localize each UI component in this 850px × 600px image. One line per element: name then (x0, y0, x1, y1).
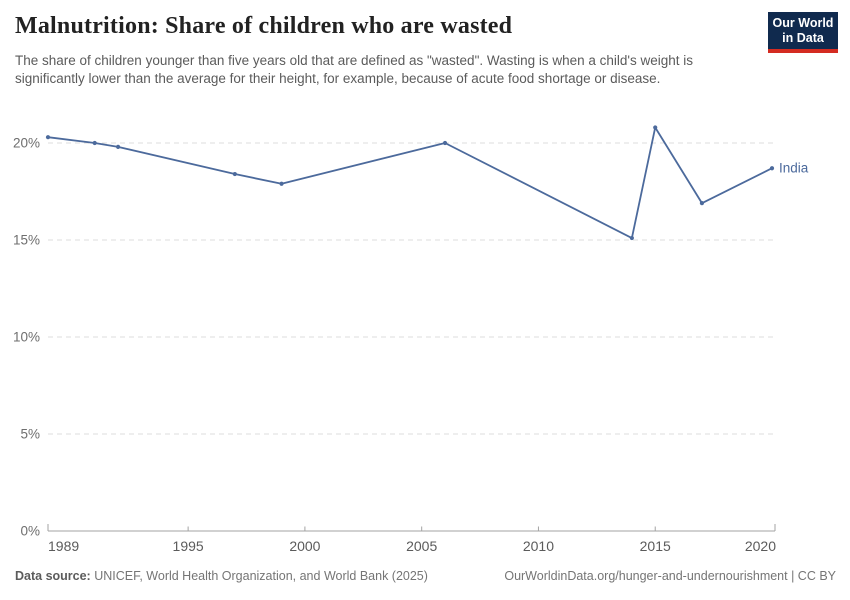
data-point[interactable] (115, 144, 121, 149)
chart-subtitle: The share of children younger than five … (15, 53, 694, 86)
x-tick-label: 2010 (523, 538, 554, 554)
data-point[interactable] (279, 181, 284, 186)
footer-link[interactable]: OurWorldinData.org/hunger-and-undernouri… (504, 569, 836, 583)
y-tick-label: 20% (13, 136, 40, 151)
data-point[interactable] (699, 201, 705, 206)
x-tick-label: 1995 (173, 538, 204, 554)
data-point[interactable] (442, 140, 448, 146)
x-tick-label: 1989 (48, 538, 79, 554)
owid-logo-line2: in Data (782, 30, 824, 45)
page-title: Malnutrition: Share of children who are … (15, 13, 513, 39)
x-tick-label: 2000 (289, 538, 320, 554)
data-point[interactable] (92, 140, 97, 146)
owid-logo-line1: Our World (772, 15, 834, 30)
x-tick-label: 2020 (745, 538, 776, 554)
owid-logo[interactable]: Our World in Data (768, 12, 838, 53)
data-source-label: Data source: (15, 569, 91, 583)
series-end-label[interactable]: India (779, 161, 809, 176)
trend-line[interactable] (47, 126, 773, 239)
data-point[interactable] (629, 235, 634, 241)
y-tick-label: 15% (13, 233, 40, 248)
data-point[interactable] (232, 171, 237, 177)
data-point[interactable] (769, 166, 775, 171)
data-point[interactable] (45, 135, 51, 140)
data-source-text: UNICEF, World Health Organization, and W… (90, 569, 428, 583)
y-tick-label: 10% (13, 330, 40, 345)
data-source-note: Data source: UNICEF, World Health Organi… (15, 569, 428, 583)
y-tick-label: 0% (20, 524, 40, 539)
x-tick-label: 2015 (640, 538, 671, 554)
y-tick-label: 5% (20, 427, 40, 442)
x-tick-label: 2005 (406, 538, 437, 554)
data-point[interactable] (653, 125, 658, 130)
